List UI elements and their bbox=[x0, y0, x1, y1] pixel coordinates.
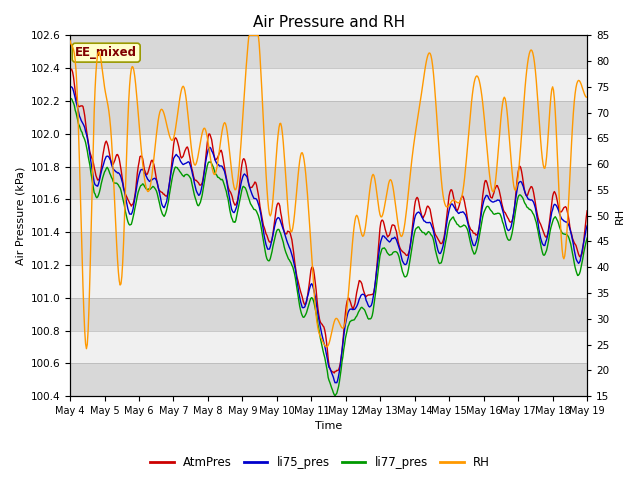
Bar bbox=[70, 167, 587, 199]
Bar bbox=[70, 232, 587, 265]
Bar bbox=[70, 331, 587, 363]
Bar bbox=[70, 199, 587, 232]
Y-axis label: Air Pressure (kPa): Air Pressure (kPa) bbox=[15, 167, 25, 265]
Bar bbox=[70, 265, 587, 298]
Text: EE_mixed: EE_mixed bbox=[75, 46, 137, 59]
Bar bbox=[70, 36, 587, 68]
Y-axis label: RH: RH bbox=[615, 208, 625, 224]
Legend: AtmPres, li75_pres, li77_pres, RH: AtmPres, li75_pres, li77_pres, RH bbox=[145, 452, 495, 474]
X-axis label: Time: Time bbox=[315, 421, 342, 432]
Bar bbox=[70, 68, 587, 101]
Title: Air Pressure and RH: Air Pressure and RH bbox=[253, 15, 404, 30]
Bar bbox=[70, 134, 587, 167]
Bar bbox=[70, 298, 587, 331]
Bar bbox=[70, 101, 587, 134]
Bar bbox=[70, 363, 587, 396]
